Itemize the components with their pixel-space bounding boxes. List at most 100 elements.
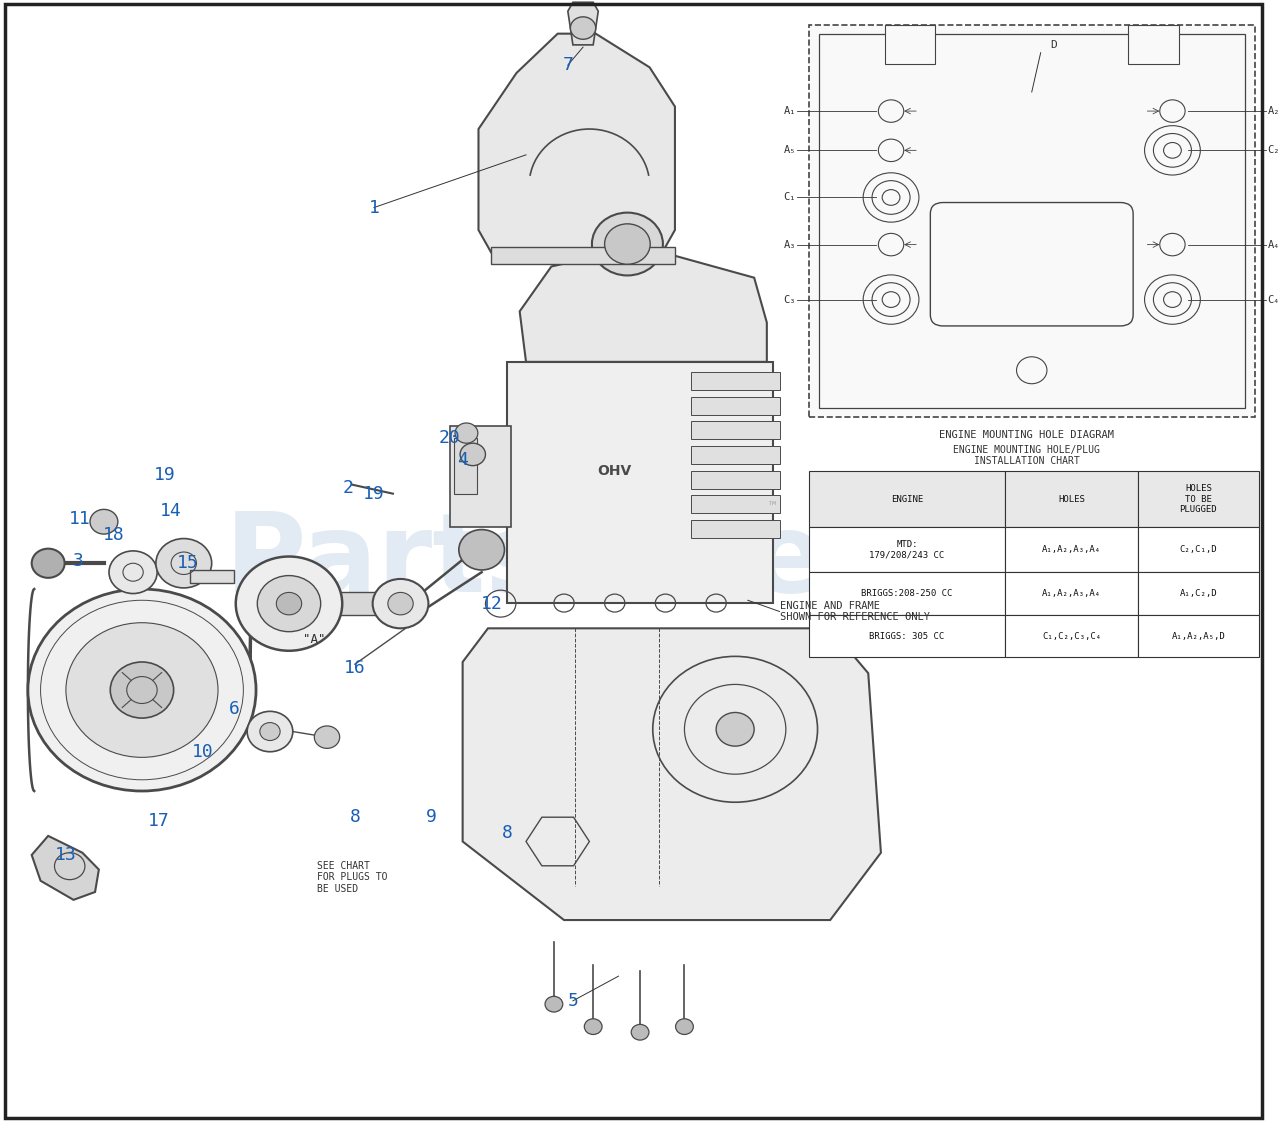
Circle shape [247,711,293,752]
Bar [1138,471,1258,527]
Bar [451,426,511,527]
Circle shape [90,509,118,534]
Text: SEE CHART
FOR PLUGS TO
BE USED: SEE CHART FOR PLUGS TO BE USED [317,861,388,894]
Bar [819,34,1244,408]
Text: 8: 8 [502,824,512,842]
Circle shape [604,224,650,265]
Bar [884,25,936,64]
Text: 3: 3 [73,552,84,570]
Text: 10: 10 [192,743,214,761]
Text: 18: 18 [104,526,125,544]
Text: 6: 6 [229,700,239,718]
Bar [809,615,1005,657]
Text: 16: 16 [344,659,366,677]
Text: 7: 7 [562,56,573,74]
Text: ENGINE MOUNTING HOLE/PLUG
INSTALLATION CHART: ENGINE MOUNTING HOLE/PLUG INSTALLATION C… [954,444,1100,467]
Circle shape [260,723,280,741]
Bar [691,471,780,489]
Text: A₁: A₁ [783,107,796,116]
Text: ENGINE AND FRAME
SHOWN FOR REFERENCE ONLY: ENGINE AND FRAME SHOWN FOR REFERENCE ONL… [780,600,929,623]
Text: C₁,C₂,C₃,C₄: C₁,C₂,C₃,C₄ [1042,632,1101,641]
Text: 2: 2 [343,479,355,497]
Bar [1138,615,1258,657]
Bar [454,438,476,494]
Text: C₃: C₃ [783,295,796,304]
Text: 19: 19 [364,485,385,503]
Text: 15: 15 [177,554,198,572]
Text: ENGINE MOUNTING HOLE DIAGRAM: ENGINE MOUNTING HOLE DIAGRAM [940,431,1114,440]
Bar [1005,615,1138,657]
Circle shape [631,1024,649,1040]
Text: 5: 5 [567,992,579,1010]
Bar [691,521,780,539]
Text: 9: 9 [425,808,436,826]
Circle shape [676,1019,694,1034]
Text: MTD:
179/208/243 CC: MTD: 179/208/243 CC [869,540,945,560]
Polygon shape [479,34,675,252]
Circle shape [315,726,339,748]
Text: A₄: A₄ [1267,240,1280,249]
Bar [691,397,780,415]
Text: 13: 13 [55,846,77,864]
Text: D: D [1051,40,1057,49]
Bar [691,422,780,440]
Polygon shape [32,836,99,900]
Text: BRIGGS:208-250 CC: BRIGGS:208-250 CC [861,589,952,598]
Circle shape [545,996,563,1012]
Circle shape [28,589,256,791]
Polygon shape [568,2,598,45]
Bar [492,247,675,264]
Text: A₃: A₃ [783,240,796,249]
Bar [809,572,1005,615]
Bar [1005,527,1138,572]
Bar [809,25,1254,417]
Bar [1138,527,1258,572]
Circle shape [388,592,413,615]
Circle shape [257,576,321,632]
Circle shape [110,662,174,718]
Text: A₁,A₂,A₃,A₄: A₁,A₂,A₃,A₄ [1042,589,1101,598]
Circle shape [109,551,157,594]
Polygon shape [520,250,767,361]
Text: C₄: C₄ [1267,295,1280,304]
Text: C₂,C₁,D: C₂,C₁,D [1180,545,1217,554]
Text: A₁,C₂,D: A₁,C₂,D [1180,589,1217,598]
Text: ENGINE: ENGINE [891,495,923,504]
Text: C₂: C₂ [1267,146,1280,155]
Circle shape [716,712,754,746]
Circle shape [276,592,302,615]
Circle shape [65,623,218,757]
Text: 1: 1 [369,199,379,217]
Text: A₂: A₂ [1267,107,1280,116]
Text: C₁: C₁ [783,193,796,202]
Text: 8: 8 [349,808,361,826]
Text: 19: 19 [154,466,175,484]
Circle shape [458,530,504,570]
Text: ™: ™ [769,500,777,514]
Circle shape [584,1019,602,1034]
Circle shape [591,213,663,276]
Text: 17: 17 [147,812,169,830]
Bar [1005,471,1138,527]
Bar [1128,25,1179,64]
Text: OHV: OHV [598,465,632,478]
Circle shape [460,443,485,466]
Text: A₁,A₂,A₃,A₄: A₁,A₂,A₃,A₄ [1042,545,1101,554]
Text: HOLES
TO BE
PLUGGED: HOLES TO BE PLUGGED [1180,485,1217,514]
Text: 14: 14 [160,502,182,519]
Circle shape [454,423,477,443]
Bar [691,447,780,465]
Circle shape [236,557,342,651]
Text: A₁,A₂,A₅,D: A₁,A₂,A₅,D [1171,632,1225,641]
Text: HOLES: HOLES [1059,495,1085,504]
Text: A₅: A₅ [783,146,796,155]
Circle shape [156,539,211,588]
Polygon shape [321,592,381,615]
Bar [191,570,234,583]
Bar [1138,572,1258,615]
Bar [809,471,1005,527]
Bar [691,496,780,514]
Text: "A": "A" [303,633,325,646]
Bar [1005,572,1138,615]
Text: PartsFree: PartsFree [225,507,827,615]
